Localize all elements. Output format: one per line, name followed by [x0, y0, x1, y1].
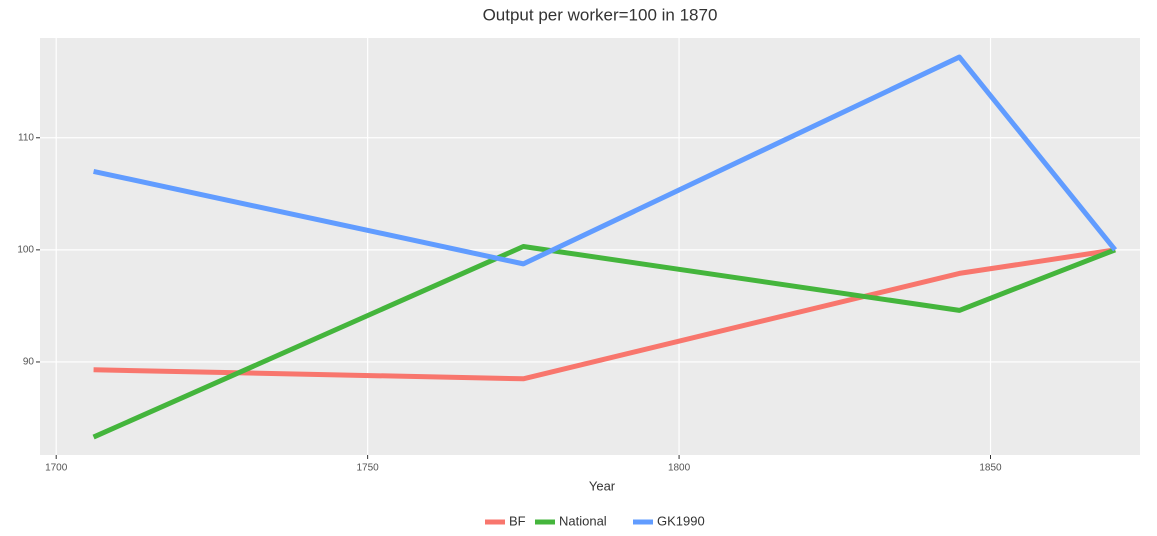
y-tick-label: 90 [23, 357, 35, 368]
y-tick-label: 110 [18, 132, 34, 143]
x-tick-label: 1800 [668, 463, 691, 474]
line [92, 244, 1116, 440]
legend-label: BF [509, 513, 526, 528]
panel [40, 38, 1140, 455]
line [93, 247, 1116, 382]
x-tick-label: 1700 [45, 463, 68, 474]
legend-label: National [559, 513, 607, 528]
y-tick-label: 100 [17, 245, 34, 256]
line [93, 54, 1118, 267]
chart-title: Output per worker=100 in 1870 [483, 5, 718, 24]
x-tick-label: 1750 [357, 463, 380, 474]
x-tick-label: 1850 [979, 463, 1002, 474]
legend-label: GK1990 [657, 513, 705, 528]
x-axis-label: Year [589, 478, 616, 493]
